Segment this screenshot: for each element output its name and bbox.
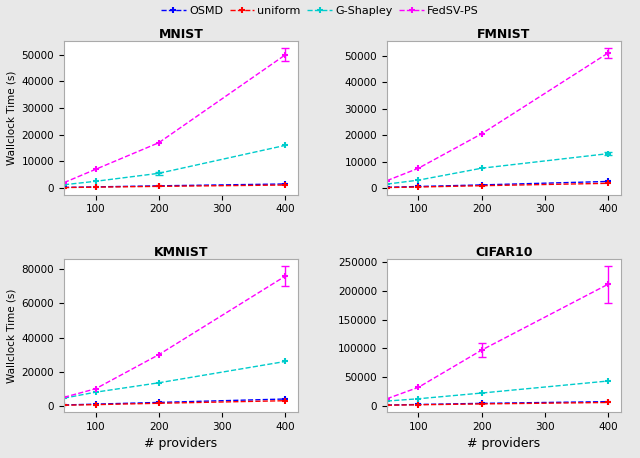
Title: FMNIST: FMNIST: [477, 28, 531, 41]
Legend: OSMD, uniform, G-Shapley, FedSV-PS: OSMD, uniform, G-Shapley, FedSV-PS: [161, 5, 479, 16]
Title: CIFAR10: CIFAR10: [475, 246, 532, 259]
X-axis label: # providers: # providers: [145, 437, 218, 451]
X-axis label: # providers: # providers: [467, 437, 540, 451]
Title: KMNIST: KMNIST: [154, 246, 208, 259]
Y-axis label: Wallclock Time (s): Wallclock Time (s): [6, 289, 16, 383]
Title: MNIST: MNIST: [159, 28, 204, 41]
Y-axis label: Wallclock Time (s): Wallclock Time (s): [6, 71, 16, 165]
